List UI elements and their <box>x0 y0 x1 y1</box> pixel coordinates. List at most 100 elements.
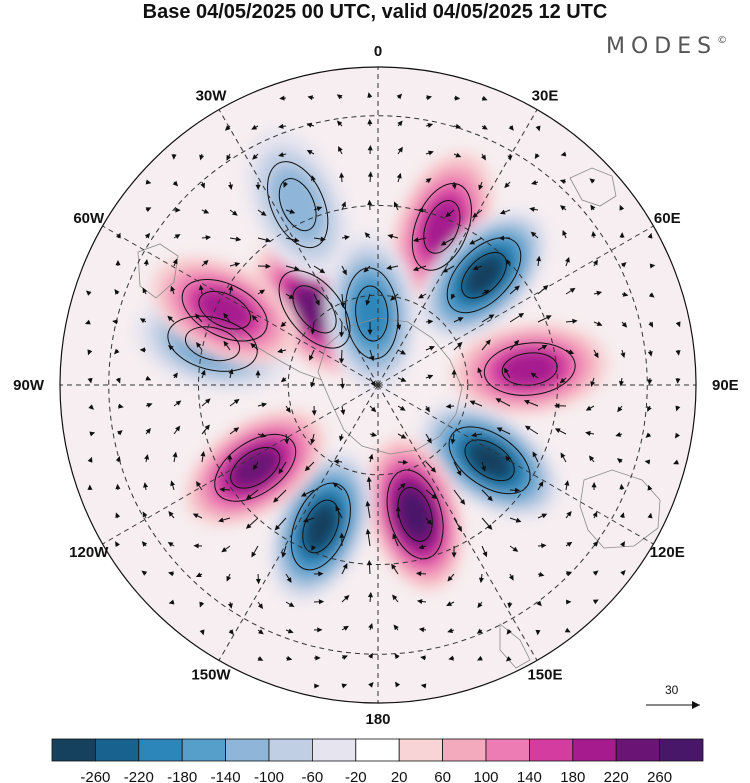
wind-arrow-head <box>402 459 409 465</box>
wind-arrow-head <box>505 455 511 462</box>
wind-arrow-head <box>252 154 258 160</box>
wind-arrow-head <box>234 262 241 267</box>
wind-arrow-head <box>118 403 124 409</box>
wind-arrow-head <box>115 541 120 547</box>
wind-arrow-head <box>306 122 313 128</box>
brand-mark: © <box>717 35 728 46</box>
wind-arrow-head <box>168 571 174 577</box>
wind-arrow-head <box>367 118 373 125</box>
colorbar-tick-label: -20 <box>345 769 367 783</box>
wind-arrow-head <box>675 378 681 384</box>
wind-arrow-head <box>365 528 371 535</box>
neg-center-75w-contour-0 <box>167 315 258 372</box>
wind-arrow-head <box>199 154 205 161</box>
wind-arrow-head <box>233 398 240 405</box>
colorbar-tick-label: 260 <box>647 769 672 783</box>
wind-arrow-head <box>471 432 477 438</box>
wind-arrow-head <box>339 172 345 178</box>
longitude-label: 90E <box>712 377 739 394</box>
wind-arrow-head <box>459 499 466 505</box>
wind-arrow-head <box>175 400 182 406</box>
wind-arrow-head <box>448 655 454 661</box>
wind-arrow-head <box>393 624 399 631</box>
pos-center-85e-contour-0 <box>483 342 576 396</box>
neg-center-125e-contour-1 <box>464 439 515 482</box>
wind-arrow-head <box>472 265 479 271</box>
wind-arrow-head <box>478 184 484 191</box>
neg-center-25w-contour-0 <box>267 161 329 249</box>
pos-center-40w-band-5 <box>294 287 335 332</box>
neg-center-25w-contour-1 <box>278 178 317 232</box>
wind-arrow-head <box>457 526 462 532</box>
wind-arrow-head <box>273 497 279 503</box>
wind-arrow-head <box>363 267 369 273</box>
wind-arrow-head <box>339 383 345 390</box>
pos-center-30e-band-4 <box>422 199 462 255</box>
wind-arrow-head <box>310 381 316 388</box>
wind-arrow-head <box>675 321 681 328</box>
wind-arrow-head <box>255 370 261 376</box>
wind-arrow-head <box>515 517 522 523</box>
wind-arrow-head <box>306 149 313 155</box>
wind-arrow-head <box>505 656 512 662</box>
colorbar-swatch <box>398 738 444 762</box>
wind-arrow-head <box>591 482 597 488</box>
wind-arrow-head <box>371 432 378 437</box>
wind-arrow-head <box>168 599 175 605</box>
wind-arrow-head <box>367 171 373 177</box>
wind-arrow-head <box>429 345 435 351</box>
wind-arrow-head <box>87 456 93 463</box>
wind-arrow-head <box>568 349 575 354</box>
wind-arrow-head <box>456 470 462 476</box>
wind-arrow-head <box>508 574 514 581</box>
wind-arrow-head <box>647 512 653 519</box>
wind-arrow-head <box>454 95 461 101</box>
colorbar-swatch <box>659 738 704 762</box>
wind-arrow-head <box>416 598 423 604</box>
reference-vector: 30 <box>646 683 700 709</box>
wind-arrow-head <box>339 358 345 364</box>
wind-arrow-head <box>390 295 396 301</box>
wind-arrow-head <box>541 344 548 350</box>
wind-arrow-head <box>114 348 120 355</box>
wind-arrow-head <box>338 146 343 152</box>
wind-arrow-head <box>279 95 285 101</box>
wind-arrow-head <box>442 267 449 273</box>
wind-arrow-head <box>289 209 296 214</box>
wind-arrow-head <box>566 510 572 517</box>
longitude-label: 0 <box>374 43 382 60</box>
wind-arrow-head <box>554 403 560 409</box>
wind-arrow-head <box>564 480 570 486</box>
wind-arrow-head <box>560 151 567 157</box>
neg-center-45e-contour-0 <box>446 237 522 314</box>
wind-arrow-head <box>172 451 178 458</box>
wind-arrow-head <box>193 543 199 549</box>
wind-arrow-head <box>592 541 599 547</box>
wind-arrow-head <box>386 265 392 270</box>
wind-arrow-head <box>412 266 419 272</box>
wind-arrow-head <box>564 627 571 633</box>
colorbar-tick-label: -220 <box>124 769 154 783</box>
wind-arrow-head <box>200 450 206 457</box>
wind-arrow-head <box>365 500 371 507</box>
wind-arrow-head <box>498 235 505 241</box>
colorbar-swatch <box>442 738 487 762</box>
wind-arrow-head <box>531 180 537 185</box>
wind-arrow-head <box>392 594 398 601</box>
wind-arrow-head <box>472 212 478 218</box>
wind-arrow-head <box>447 628 453 633</box>
colorbar-swatch <box>95 738 140 762</box>
wind-arrow-head <box>333 459 339 465</box>
wind-arrow-head <box>620 541 625 547</box>
wind-arrow-head <box>427 374 434 380</box>
wind-arrow-head <box>196 481 202 487</box>
wind-arrow-head <box>365 299 371 306</box>
wind-arrow-head <box>400 433 407 439</box>
wind-arrow-head <box>418 627 425 633</box>
wind-arrow-head <box>675 405 681 412</box>
wind-arrow-head <box>532 451 538 458</box>
wind-arrow-head <box>170 480 176 487</box>
new-zealand-outline <box>499 623 531 669</box>
wind-arrow-head <box>87 377 93 384</box>
longitude-label: 90W <box>13 377 45 394</box>
